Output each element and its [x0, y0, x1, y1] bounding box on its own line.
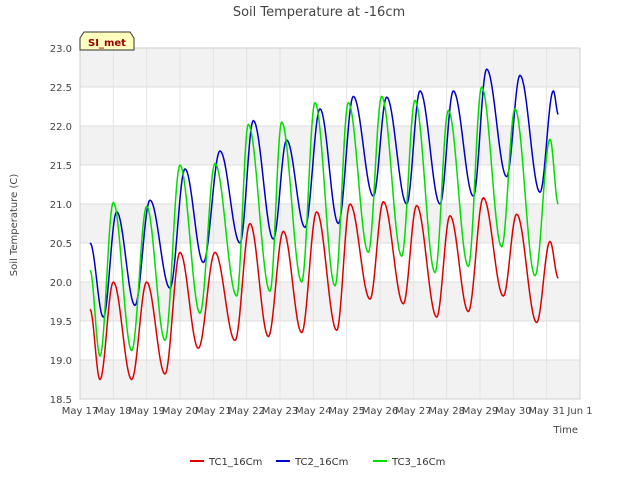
y-tick-labels: 18.5 19.0 19.5 20.0 20.5 21.0 21.5 22.0 22.5 23.0: [50, 44, 72, 406]
y-tick-label: 21.5: [50, 161, 72, 172]
x-tick-label: May 26: [362, 406, 399, 417]
x-tick-label: May 28: [428, 406, 465, 417]
x-tick-label: May 22: [228, 406, 265, 417]
y-tick-label: 19.0: [50, 356, 72, 367]
legend-label: TC2_16Cm: [294, 457, 348, 468]
chart-title: Soil Temperature at -16cm: [233, 5, 405, 20]
site-badge-label: SI_met: [88, 38, 126, 49]
x-tick-label: May 25: [328, 406, 365, 417]
x-tick-label: May 27: [395, 406, 432, 417]
y-tick-label: 18.5: [50, 395, 72, 406]
grid-band: [80, 48, 580, 87]
series-line-TC3_16Cm: [89, 86, 559, 357]
grid-band: [80, 126, 580, 165]
x-tick-label: May 30: [495, 406, 532, 417]
x-tick-label: May 31: [528, 406, 565, 417]
x-tick-label: May 24: [295, 406, 332, 417]
y-tick-label: 20.0: [50, 278, 72, 289]
y-tick-label: 21.0: [50, 200, 72, 211]
y-tick-label: 23.0: [50, 44, 72, 55]
series-line-TC2_16Cm: [89, 68, 559, 318]
plot-frame: [79, 47, 581, 400]
y-tick-label: 22.5: [50, 83, 72, 94]
x-tick-label: May 23: [262, 406, 299, 417]
series-lines: [89, 68, 559, 381]
series-line-TC1_16Cm: [89, 197, 559, 381]
grid-band: [80, 360, 580, 399]
legend: TC1_16Cm TC2_16Cm TC3_16Cm: [190, 457, 445, 468]
y-axis-label: Soil Temperature (C): [9, 174, 20, 277]
x-tick-label: May 19: [128, 406, 165, 417]
x-tick-label: May 29: [462, 406, 499, 417]
legend-label: TC3_16Cm: [391, 457, 445, 468]
y-tick-label: 20.5: [50, 239, 72, 250]
x-tick-label: May 18: [95, 406, 132, 417]
y-tick-label: 22.0: [50, 122, 72, 133]
legend-label: TC1_16Cm: [208, 457, 262, 468]
y-tick-label: 19.5: [50, 317, 72, 328]
x-axis-label: Time: [553, 425, 578, 436]
x-tick-label: May 17: [62, 406, 99, 417]
x-tick-label: Jun 1: [566, 406, 592, 417]
x-tick-label: May 20: [162, 406, 199, 417]
site-badge: SI_met: [79, 31, 135, 51]
x-tick-label: May 21: [195, 406, 232, 417]
